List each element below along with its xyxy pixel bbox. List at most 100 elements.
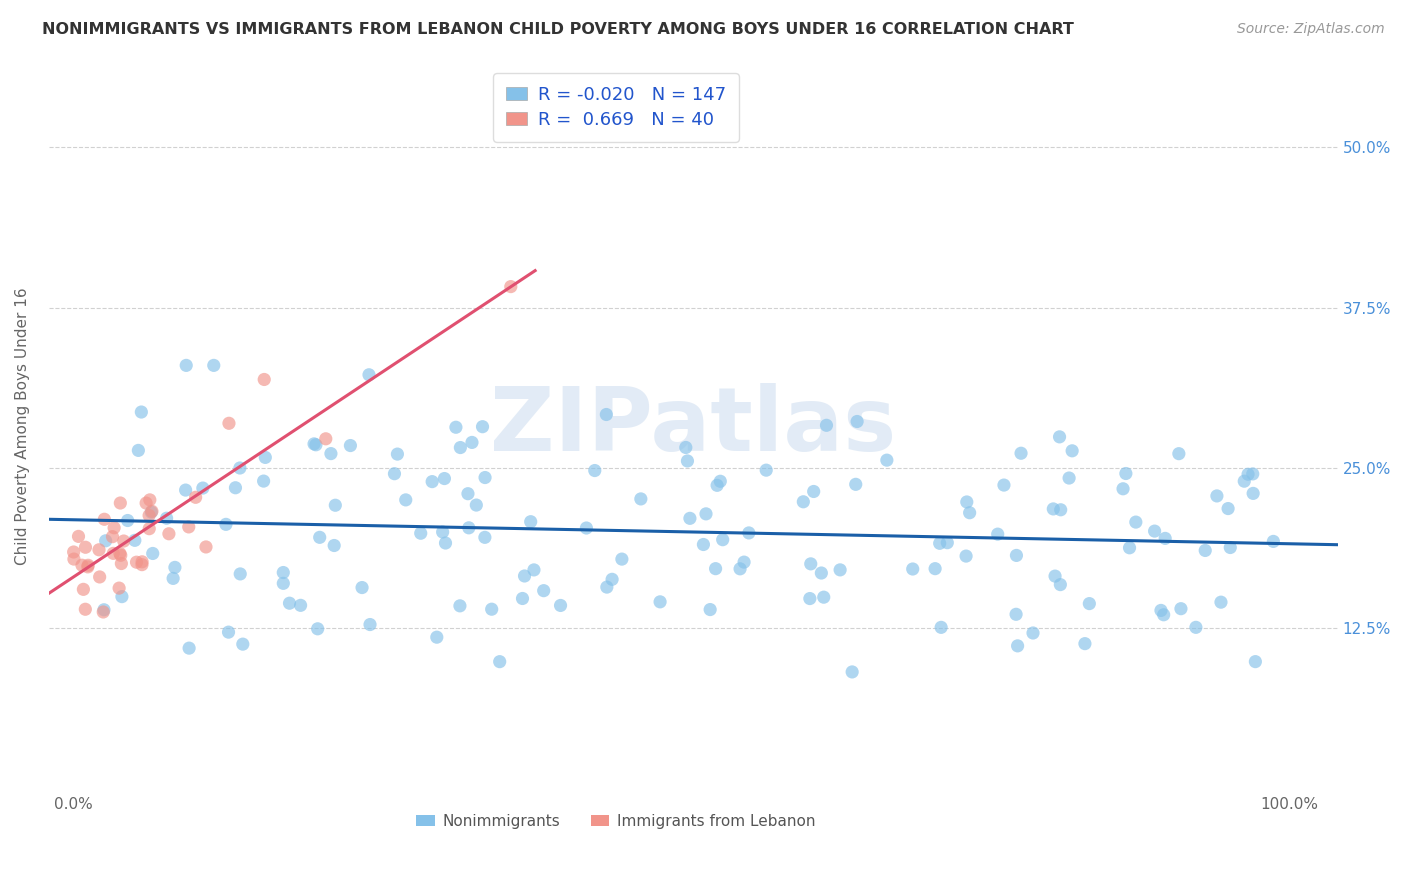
Point bbox=[993, 478, 1015, 492]
Point bbox=[600, 572, 623, 586]
Point bbox=[139, 492, 162, 507]
Point bbox=[1219, 541, 1241, 555]
Point bbox=[357, 368, 380, 382]
Point bbox=[426, 630, 449, 644]
Point bbox=[901, 562, 924, 576]
Point bbox=[195, 540, 218, 554]
Point bbox=[70, 558, 93, 573]
Point bbox=[474, 470, 496, 484]
Point bbox=[955, 549, 977, 563]
Point bbox=[138, 508, 160, 523]
Point bbox=[75, 602, 97, 616]
Point bbox=[229, 566, 252, 581]
Point bbox=[956, 495, 979, 509]
Point bbox=[103, 521, 125, 535]
Point bbox=[131, 555, 153, 569]
Point bbox=[108, 546, 131, 560]
Point bbox=[232, 637, 254, 651]
Point bbox=[359, 617, 381, 632]
Point bbox=[127, 443, 149, 458]
Point bbox=[157, 526, 180, 541]
Point bbox=[575, 521, 598, 535]
Point bbox=[91, 605, 114, 619]
Point bbox=[675, 441, 697, 455]
Point bbox=[339, 438, 361, 452]
Point bbox=[1263, 534, 1285, 549]
Point bbox=[218, 625, 240, 640]
Point bbox=[174, 483, 197, 497]
Legend: Nonimmigrants, Immigrants from Lebanon: Nonimmigrants, Immigrants from Lebanon bbox=[411, 808, 821, 835]
Point bbox=[1170, 601, 1192, 615]
Text: NONIMMIGRANTS VS IMMIGRANTS FROM LEBANON CHILD POVERTY AMONG BOYS UNDER 16 CORRE: NONIMMIGRANTS VS IMMIGRANTS FROM LEBANON… bbox=[42, 22, 1074, 37]
Point bbox=[1074, 637, 1097, 651]
Point bbox=[432, 524, 454, 539]
Point bbox=[799, 591, 821, 606]
Point bbox=[583, 464, 606, 478]
Point bbox=[457, 486, 479, 500]
Point bbox=[499, 279, 522, 293]
Point bbox=[433, 471, 456, 485]
Point bbox=[179, 641, 201, 656]
Point bbox=[111, 590, 134, 604]
Point bbox=[1154, 532, 1177, 546]
Point bbox=[1062, 443, 1084, 458]
Point bbox=[93, 603, 115, 617]
Point bbox=[845, 477, 868, 491]
Point bbox=[513, 569, 536, 583]
Point bbox=[434, 536, 457, 550]
Point bbox=[117, 514, 139, 528]
Point bbox=[1118, 541, 1140, 555]
Point bbox=[596, 580, 619, 594]
Point bbox=[792, 495, 814, 509]
Point bbox=[449, 599, 471, 613]
Point bbox=[271, 566, 294, 580]
Point bbox=[523, 563, 546, 577]
Point bbox=[924, 562, 946, 576]
Point bbox=[692, 537, 714, 551]
Point bbox=[1167, 447, 1189, 461]
Point bbox=[76, 560, 98, 574]
Point bbox=[252, 474, 274, 488]
Point bbox=[755, 463, 778, 477]
Point bbox=[1150, 603, 1173, 617]
Point bbox=[1007, 639, 1029, 653]
Y-axis label: Child Poverty Among Boys Under 16: Child Poverty Among Boys Under 16 bbox=[15, 287, 30, 566]
Point bbox=[813, 590, 835, 604]
Point bbox=[135, 496, 157, 510]
Point bbox=[302, 437, 325, 451]
Point bbox=[728, 562, 751, 576]
Point bbox=[87, 542, 110, 557]
Point bbox=[648, 595, 671, 609]
Point bbox=[1078, 597, 1101, 611]
Point bbox=[830, 563, 852, 577]
Point bbox=[184, 491, 207, 505]
Point bbox=[62, 545, 84, 559]
Point bbox=[290, 599, 312, 613]
Point bbox=[125, 555, 148, 569]
Point bbox=[278, 596, 301, 610]
Point bbox=[610, 552, 633, 566]
Point bbox=[138, 522, 160, 536]
Point bbox=[108, 581, 131, 595]
Point bbox=[319, 447, 342, 461]
Point bbox=[218, 417, 240, 431]
Point bbox=[352, 581, 374, 595]
Text: ZIPatlas: ZIPatlas bbox=[491, 383, 896, 470]
Point bbox=[676, 454, 699, 468]
Point bbox=[202, 359, 225, 373]
Point bbox=[704, 562, 727, 576]
Point bbox=[305, 438, 328, 452]
Point bbox=[254, 450, 277, 465]
Point bbox=[131, 405, 153, 419]
Point bbox=[595, 408, 617, 422]
Point bbox=[1112, 482, 1135, 496]
Point bbox=[550, 599, 572, 613]
Point bbox=[163, 560, 186, 574]
Point bbox=[1241, 486, 1264, 500]
Point bbox=[699, 602, 721, 616]
Point bbox=[488, 655, 510, 669]
Point bbox=[1244, 655, 1267, 669]
Point bbox=[141, 504, 163, 518]
Point bbox=[420, 475, 443, 489]
Point bbox=[444, 420, 467, 434]
